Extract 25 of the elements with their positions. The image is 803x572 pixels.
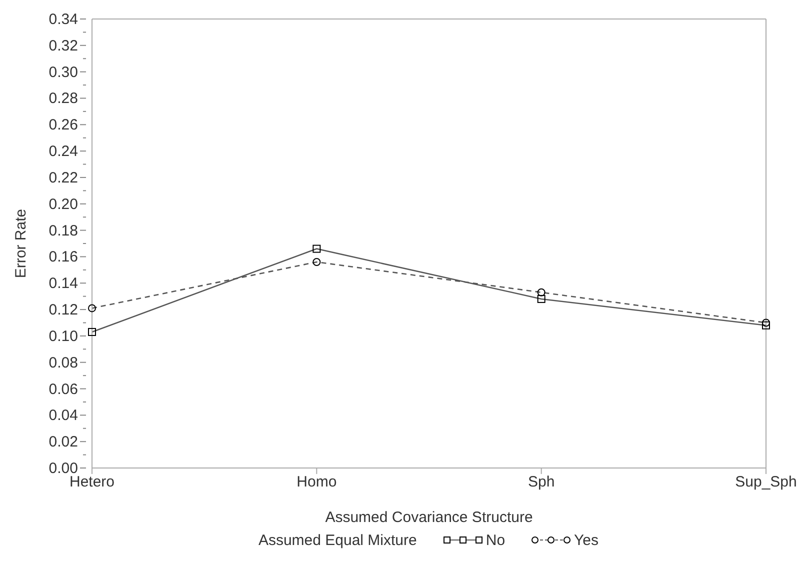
y-tick-label: 0.26: [48, 116, 78, 134]
x-tick-label: Homo: [296, 474, 337, 491]
y-tick-label: 0.32: [48, 37, 78, 54]
y-tick-label: 0.28: [48, 90, 78, 108]
x-tick-label: Sup_Sph: [735, 474, 797, 491]
y-tick-label: 0.22: [48, 169, 78, 186]
legend-title: Assumed Equal Mixture: [258, 532, 417, 548]
y-tick-label: 0.12: [48, 302, 78, 319]
y-tick-label: 0.34: [48, 11, 78, 28]
x-axis-title: Assumed Covariance Structure: [325, 509, 533, 526]
y-tick-label: 0.04: [48, 407, 78, 424]
y-tick-label: 0.10: [48, 328, 78, 345]
legend-label: Yes: [574, 532, 599, 548]
x-tick-label: Sph: [528, 474, 555, 491]
y-tick-label: 0.16: [48, 248, 78, 266]
y-tick-label: 0.18: [48, 222, 78, 240]
y-tick-label: 0.02: [48, 434, 78, 451]
y-tick-label: 0.20: [48, 196, 78, 213]
y-tick-label: 0.24: [48, 143, 78, 160]
legend-label: No: [486, 532, 506, 548]
y-tick-label: 0.30: [48, 64, 78, 81]
y-tick-label: 0.14: [48, 275, 78, 292]
y-axis-title: Error Rate: [12, 208, 30, 278]
y-tick-label: 0.06: [48, 380, 78, 398]
y-tick-label: 0.08: [48, 354, 78, 372]
